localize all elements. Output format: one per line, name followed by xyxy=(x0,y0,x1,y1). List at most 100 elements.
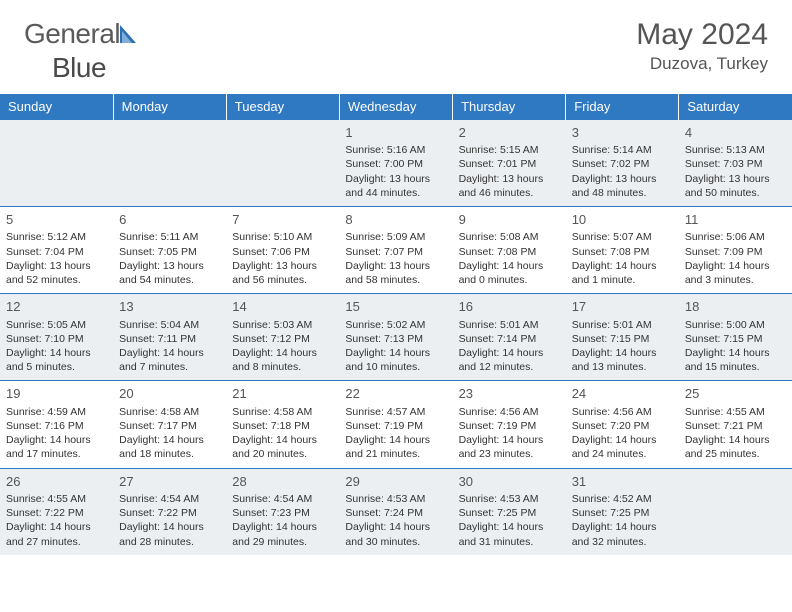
day-details: Sunrise: 5:14 AMSunset: 7:02 PMDaylight:… xyxy=(572,143,673,200)
calendar-day: 2Sunrise: 5:15 AMSunset: 7:01 PMDaylight… xyxy=(453,119,566,206)
calendar-day-empty xyxy=(113,119,226,206)
day-details: Sunrise: 4:54 AMSunset: 7:22 PMDaylight:… xyxy=(119,492,220,549)
calendar-day: 29Sunrise: 4:53 AMSunset: 7:24 PMDayligh… xyxy=(339,468,452,555)
day-details: Sunrise: 5:12 AMSunset: 7:04 PMDaylight:… xyxy=(6,230,107,287)
day-number: 1 xyxy=(345,124,446,142)
day-header: Sunday xyxy=(0,94,113,120)
day-number: 14 xyxy=(232,298,333,316)
day-number: 27 xyxy=(119,473,220,491)
calendar-day: 18Sunrise: 5:00 AMSunset: 7:15 PMDayligh… xyxy=(679,294,792,381)
day-number: 22 xyxy=(345,385,446,403)
day-header: Tuesday xyxy=(226,94,339,120)
day-number: 12 xyxy=(6,298,107,316)
day-details: Sunrise: 5:05 AMSunset: 7:10 PMDaylight:… xyxy=(6,318,107,375)
title-block: May 2024 Duzova, Turkey xyxy=(636,18,768,74)
calendar-day: 15 Sunrise: 5:02 AMSunset: 7:13 PMDayligh… xyxy=(339,294,452,381)
day-details: Sunrise: 5:15 AMSunset: 7:01 PMDaylight:… xyxy=(459,143,560,200)
day-header: Thursday xyxy=(453,94,566,120)
calendar-day: 26Sunrise: 4:55 AMSunset: 7:22 PMDayligh… xyxy=(0,468,113,555)
day-number: 25 xyxy=(685,385,786,403)
day-number: 23 xyxy=(459,385,560,403)
day-details: Sunrise: 5:06 AMSunset: 7:09 PMDaylight:… xyxy=(685,230,786,287)
day-number: 2 xyxy=(459,124,560,142)
day-number: 26 xyxy=(6,473,107,491)
day-details: Sunrise: 5:02 AMSunset: 7:13 PMDaylight:… xyxy=(345,318,446,375)
location: Duzova, Turkey xyxy=(636,54,768,74)
calendar-day: 8Sunrise: 5:09 AMSunset: 7:07 PMDaylight… xyxy=(339,206,452,293)
calendar-day: 19 Sunrise: 4:59 AMSunset: 7:16 PMDayligh… xyxy=(0,381,113,468)
day-number: 31 xyxy=(572,473,673,491)
calendar-day: 28Sunrise: 4:54 AMSunset: 7:23 PMDayligh… xyxy=(226,468,339,555)
day-number: 8 xyxy=(345,211,446,229)
day-details: Sunrise: 4:58 AMSunset: 7:17 PMDaylight:… xyxy=(119,405,220,462)
calendar-day-empty xyxy=(226,119,339,206)
calendar-day: 11Sunrise: 5:06 AMSunset: 7:09 PMDayligh… xyxy=(679,206,792,293)
calendar-day-empty xyxy=(679,468,792,555)
logo-text: GeneralBlue xyxy=(24,18,144,84)
calendar-week: 19 Sunrise: 4:59 AMSunset: 7:16 PMDayligh… xyxy=(0,381,792,468)
day-number: 16 xyxy=(459,298,560,316)
day-number: 30 xyxy=(459,473,560,491)
calendar-body: 1Sunrise: 5:16 AMSunset: 7:00 PMDaylight… xyxy=(0,119,792,555)
calendar-day: 24 Sunrise: 4:56 AMSunset: 7:20 PMDayligh… xyxy=(566,381,679,468)
calendar-day: 16Sunrise: 5:01 AMSunset: 7:14 PMDayligh… xyxy=(453,294,566,381)
day-number: 3 xyxy=(572,124,673,142)
day-header: Monday xyxy=(113,94,226,120)
day-details: Sunrise: 5:11 AMSunset: 7:05 PMDaylight:… xyxy=(119,230,220,287)
day-number: 13 xyxy=(119,298,220,316)
calendar-day: 22Sunrise: 4:57 AMSunset: 7:19 PMDayligh… xyxy=(339,381,452,468)
calendar-day: 6Sunrise: 5:11 AMSunset: 7:05 PMDaylight… xyxy=(113,206,226,293)
calendar-day: 1Sunrise: 5:16 AMSunset: 7:00 PMDaylight… xyxy=(339,119,452,206)
day-details: Sunrise: 4:53 AMSunset: 7:24 PMDaylight:… xyxy=(345,492,446,549)
day-number: 21 xyxy=(232,385,333,403)
day-number: 5 xyxy=(6,211,107,229)
day-details: Sunrise: 4:56 AMSunset: 7:19 PMDaylight:… xyxy=(459,405,560,462)
day-details: Sunrise: 5:01 AMSunset: 7:15 PMDaylight:… xyxy=(572,318,673,375)
day-details: Sunrise: 4:55 AMSunset: 7:21 PMDaylight:… xyxy=(685,405,786,462)
day-details: Sunrise: 4:53 AMSunset: 7:25 PMDaylight:… xyxy=(459,492,560,549)
day-header: Saturday xyxy=(679,94,792,120)
calendar-day: 30Sunrise: 4:53 AMSunset: 7:25 PMDayligh… xyxy=(453,468,566,555)
sail-icon xyxy=(118,20,144,52)
day-number: 9 xyxy=(459,211,560,229)
calendar-day: 21 Sunrise: 4:58 AMSunset: 7:18 PMDayligh… xyxy=(226,381,339,468)
calendar-table: SundayMondayTuesdayWednesdayThursdayFrid… xyxy=(0,94,792,555)
day-details: Sunrise: 5:03 AMSunset: 7:12 PMDaylight:… xyxy=(232,318,333,375)
day-details: Sunrise: 4:54 AMSunset: 7:23 PMDaylight:… xyxy=(232,492,333,549)
calendar-day: 23 Sunrise: 4:56 AMSunset: 7:19 PMDayligh… xyxy=(453,381,566,468)
day-details: Sunrise: 5:08 AMSunset: 7:08 PMDaylight:… xyxy=(459,230,560,287)
day-number: 24 xyxy=(572,385,673,403)
calendar-day: 5Sunrise: 5:12 AMSunset: 7:04 PMDaylight… xyxy=(0,206,113,293)
calendar-day: 25 Sunrise: 4:55 AMSunset: 7:21 PMDayligh… xyxy=(679,381,792,468)
day-number: 7 xyxy=(232,211,333,229)
calendar-day: 14 Sunrise: 5:03 AMSunset: 7:12 PMDayligh… xyxy=(226,294,339,381)
logo-word-a: General xyxy=(24,18,120,49)
calendar-day: 4Sunrise: 5:13 AMSunset: 7:03 PMDaylight… xyxy=(679,119,792,206)
day-number: 4 xyxy=(685,124,786,142)
header: GeneralBlue May 2024 Duzova, Turkey xyxy=(0,0,792,94)
calendar-week: 12 Sunrise: 5:05 AMSunset: 7:10 PMDayligh… xyxy=(0,294,792,381)
day-details: Sunrise: 4:55 AMSunset: 7:22 PMDaylight:… xyxy=(6,492,107,549)
day-details: Sunrise: 5:10 AMSunset: 7:06 PMDaylight:… xyxy=(232,230,333,287)
day-details: Sunrise: 5:00 AMSunset: 7:15 PMDaylight:… xyxy=(685,318,786,375)
day-header: Wednesday xyxy=(339,94,452,120)
day-number: 15 xyxy=(345,298,446,316)
calendar-week: 5Sunrise: 5:12 AMSunset: 7:04 PMDaylight… xyxy=(0,206,792,293)
day-details: Sunrise: 4:56 AMSunset: 7:20 PMDaylight:… xyxy=(572,405,673,462)
day-header-row: SundayMondayTuesdayWednesdayThursdayFrid… xyxy=(0,94,792,120)
calendar-day-empty xyxy=(0,119,113,206)
month-title: May 2024 xyxy=(636,18,768,52)
day-number: 6 xyxy=(119,211,220,229)
day-details: Sunrise: 4:58 AMSunset: 7:18 PMDaylight:… xyxy=(232,405,333,462)
day-details: Sunrise: 4:59 AMSunset: 7:16 PMDaylight:… xyxy=(6,405,107,462)
day-number: 19 xyxy=(6,385,107,403)
calendar-day: 7Sunrise: 5:10 AMSunset: 7:06 PMDaylight… xyxy=(226,206,339,293)
calendar-day: 20Sunrise: 4:58 AMSunset: 7:17 PMDayligh… xyxy=(113,381,226,468)
day-details: Sunrise: 5:16 AMSunset: 7:00 PMDaylight:… xyxy=(345,143,446,200)
calendar-day: 13Sunrise: 5:04 AMSunset: 7:11 PMDayligh… xyxy=(113,294,226,381)
day-details: Sunrise: 5:13 AMSunset: 7:03 PMDaylight:… xyxy=(685,143,786,200)
calendar-day: 27Sunrise: 4:54 AMSunset: 7:22 PMDayligh… xyxy=(113,468,226,555)
calendar-week: 1Sunrise: 5:16 AMSunset: 7:00 PMDaylight… xyxy=(0,119,792,206)
calendar-day: 9Sunrise: 5:08 AMSunset: 7:08 PMDaylight… xyxy=(453,206,566,293)
logo-word-b: Blue xyxy=(52,52,106,83)
